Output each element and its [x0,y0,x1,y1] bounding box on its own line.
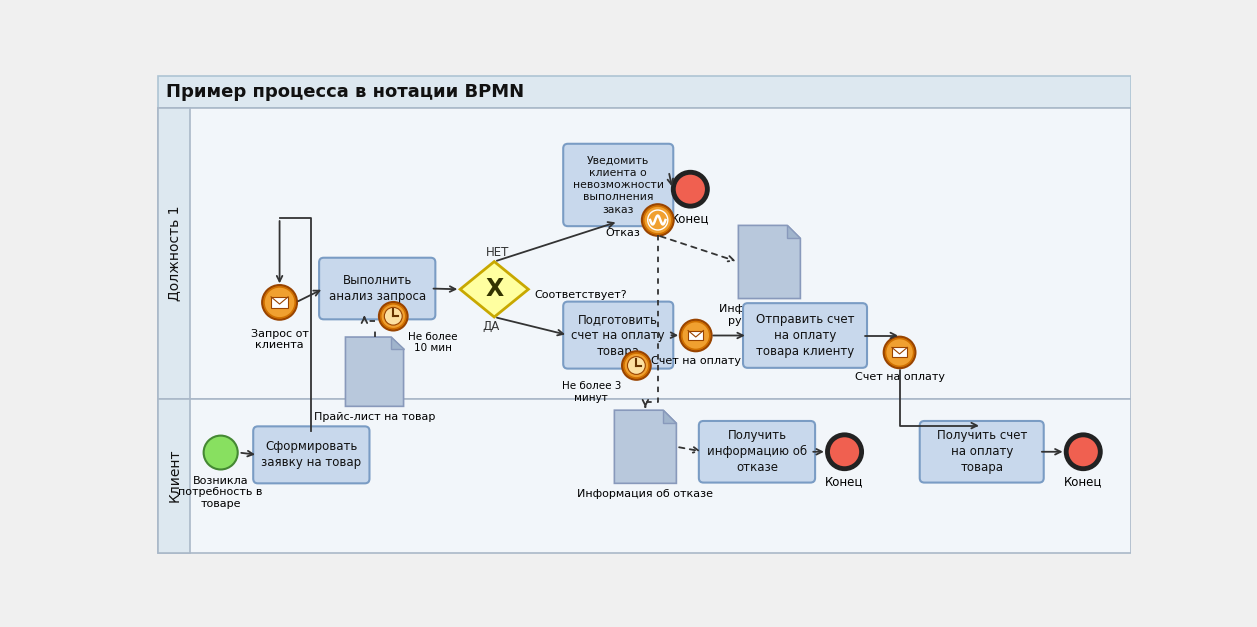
FancyBboxPatch shape [563,144,674,226]
Circle shape [681,322,710,349]
Text: Счет на оплату: Счет на оплату [651,356,740,366]
Circle shape [827,435,861,469]
Polygon shape [787,225,801,238]
Text: Соответствует?: Соответствует? [534,290,627,300]
Text: Прайс-лист на товар: Прайс-лист на товар [314,412,435,422]
Text: Уведомить
клиента о
невозможности
выполнения
заказ: Уведомить клиента о невозможности выполн… [573,155,664,215]
Circle shape [378,302,407,330]
FancyBboxPatch shape [563,302,674,369]
Circle shape [385,307,402,325]
Text: Сформировать
заявку на товар: Сформировать заявку на товар [261,440,362,470]
Text: ДА: ДА [483,320,500,333]
Text: Счет на оплату: Счет на оплату [855,372,944,382]
Circle shape [204,436,238,470]
FancyBboxPatch shape [319,258,435,319]
Text: Запрос от
клиента: Запрос от клиента [250,329,308,350]
Text: Получить
информацию об
отказе: Получить информацию об отказе [706,429,807,475]
Circle shape [1066,435,1100,469]
FancyBboxPatch shape [158,399,191,552]
Circle shape [623,353,649,378]
FancyBboxPatch shape [699,421,815,483]
Circle shape [381,304,406,329]
Polygon shape [460,261,528,317]
Polygon shape [391,337,403,349]
Text: Информация об отказе: Информация об отказе [577,488,714,498]
Text: Отправить счет
на оплату
товара клиенту: Отправить счет на оплату товара клиенту [755,313,855,358]
Circle shape [622,351,651,380]
Text: Возникла
потребность в
товаре: Возникла потребность в товаре [178,476,263,509]
Circle shape [674,172,708,206]
Circle shape [264,287,295,318]
Text: Конец: Конец [1065,475,1102,488]
Circle shape [680,320,711,351]
Polygon shape [615,410,676,483]
FancyBboxPatch shape [253,426,370,483]
FancyBboxPatch shape [920,421,1043,483]
Polygon shape [346,337,403,406]
Polygon shape [738,225,801,298]
FancyBboxPatch shape [158,108,191,399]
Text: Информация для
руководителя: Информация для руководителя [719,304,820,325]
Circle shape [886,339,914,366]
Text: Не более 3
минут: Не более 3 минут [562,381,621,403]
Text: Пример процесса в нотации BPMN: Пример процесса в нотации BPMN [166,83,524,101]
FancyBboxPatch shape [743,303,867,368]
FancyBboxPatch shape [688,330,704,340]
FancyBboxPatch shape [158,399,1130,552]
Text: X: X [485,277,503,302]
Circle shape [263,285,297,320]
Circle shape [642,204,674,236]
Text: Конец: Конец [671,213,709,225]
Circle shape [627,357,645,374]
Text: Не более
10 мин: Не более 10 мин [409,332,458,353]
FancyBboxPatch shape [158,108,1130,399]
Circle shape [884,337,915,368]
Text: Клиент: Клиент [167,449,181,502]
Text: Конец: Конец [826,475,864,488]
Text: Должность 1: Должность 1 [167,206,181,301]
Polygon shape [664,410,676,423]
Text: Выполнить
анализ запроса: Выполнить анализ запроса [328,274,426,303]
Text: Получить счет
на оплату
товара: Получить счет на оплату товара [936,429,1027,474]
FancyBboxPatch shape [158,76,1130,108]
Text: Отказ: Отказ [606,228,641,238]
FancyBboxPatch shape [272,297,288,308]
Text: НЕТ: НЕТ [485,246,509,258]
FancyBboxPatch shape [892,347,908,357]
Text: Подготовить
счет на оплату
товара: Подготовить счет на оплату товара [572,313,665,357]
Circle shape [644,206,671,234]
